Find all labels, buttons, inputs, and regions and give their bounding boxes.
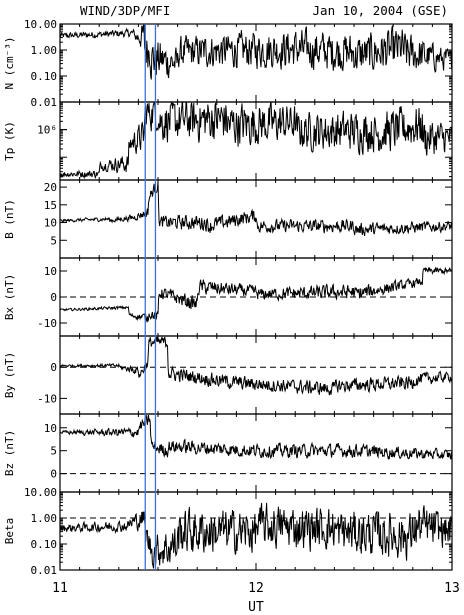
series-line: [59, 502, 453, 569]
y-axis-label: Beta: [3, 518, 16, 545]
y-tick-label: 15: [44, 199, 57, 212]
series-line: [59, 23, 453, 80]
series-line: [59, 102, 453, 180]
y-axis-label: Bz (nT): [3, 430, 16, 476]
y-axis-label: Tp (K): [3, 121, 16, 161]
y-tick-label: 10⁶: [37, 124, 57, 137]
y-tick-label: 20: [44, 181, 57, 194]
x-axis: 11 12 13: [52, 581, 460, 596]
y-tick-label: 0.10: [31, 538, 58, 551]
y-tick-label: 5: [50, 445, 57, 458]
y-tick-label: 0: [50, 291, 57, 304]
panel-7: 10.00 1.00 0.10 0.01 Beta: [3, 486, 453, 577]
y-tick-label: 5: [50, 234, 57, 247]
y-tick-label: 10: [44, 265, 57, 278]
y-axis-label: Bx (nT): [3, 274, 16, 320]
x-tick-label: 12: [248, 581, 264, 596]
panel-6: 10 5 0 Bz (nT): [3, 413, 453, 493]
panel-1: 10.00 1.00 0.10 0.01 N (cm⁻³): [3, 18, 453, 109]
y-tick-label: 10.00: [24, 18, 57, 31]
panel-4: 10 0 -10 Bx (nT): [3, 257, 453, 337]
series-line: [59, 335, 453, 396]
panel-3: 20 15 10 5 B (nT): [3, 179, 453, 259]
panel-2: 10⁶ Tp (K): [3, 101, 453, 181]
y-tick-label: 1.00: [31, 44, 58, 57]
y-tick-label: 0: [50, 361, 57, 374]
y-axis-label: By (nT): [3, 352, 16, 398]
event-markers: [144, 24, 157, 570]
y-tick-label: 10: [44, 422, 57, 435]
y-tick-label: 0.10: [31, 70, 58, 83]
y-axis-label: N (cm⁻³): [3, 37, 16, 90]
x-tick-label: 13: [444, 581, 460, 596]
y-tick-label: -10: [37, 392, 57, 405]
y-tick-label: 10: [44, 217, 57, 230]
panels-layer: 10.00 1.00 0.10 0.01 N (cm⁻³) 10⁶ Tp (K) 20 15 10…: [3, 18, 453, 577]
y-tick-label: 0.01: [31, 96, 58, 109]
panel-frame: [59, 335, 453, 415]
series-line: [59, 414, 453, 461]
y-tick-label: 0.01: [31, 564, 58, 577]
y-tick-label: 1.00: [31, 512, 58, 525]
x-axis-label: UT: [248, 600, 264, 615]
y-tick-label: 0: [50, 468, 57, 481]
series-line: [59, 266, 453, 323]
chart-title-left: WIND/3DP/MFI: [80, 3, 171, 18]
y-axis-label: B (nT): [3, 199, 16, 239]
series-line: [59, 180, 453, 236]
y-tick-label: -10: [37, 317, 57, 330]
x-tick-label: 11: [52, 581, 68, 596]
panel-frame: [59, 491, 453, 571]
chart-title-right: Jan 10, 2004 (GSE): [312, 3, 448, 18]
y-tick-label: 10.00: [24, 486, 57, 499]
panel-5: 0 -10 By (nT): [3, 335, 453, 415]
